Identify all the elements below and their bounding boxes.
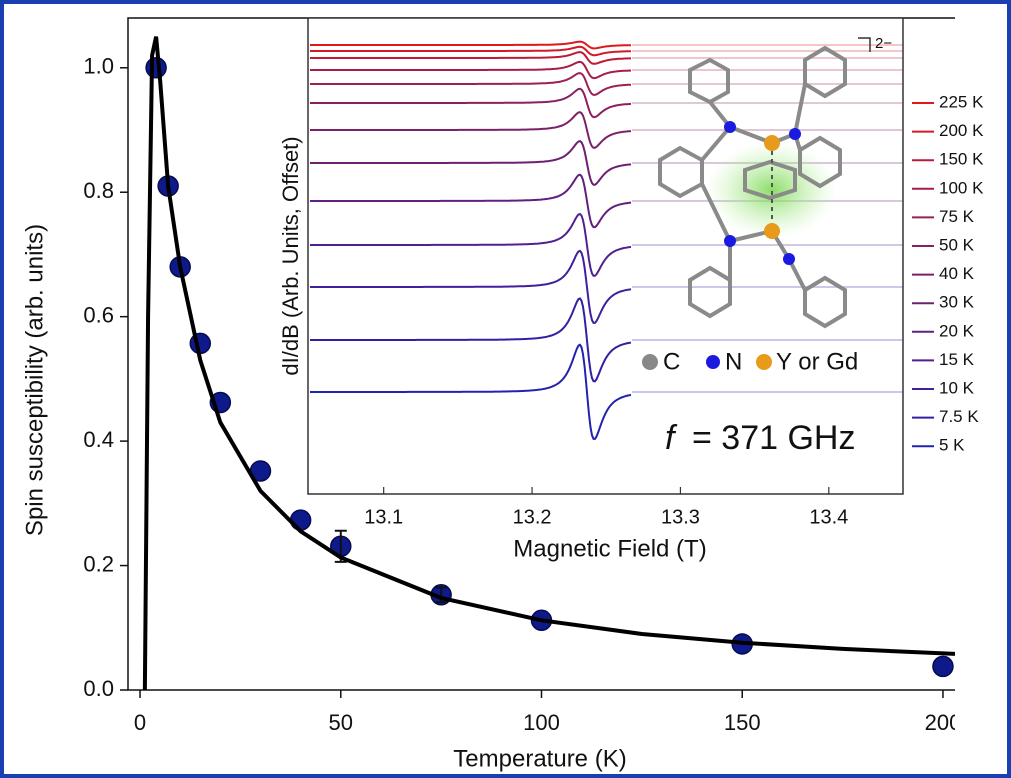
x-tick-label: 13.3	[661, 506, 700, 528]
legend-label: 40 K	[939, 264, 975, 283]
atom-label: Y or Gd	[776, 348, 858, 375]
legend-label: 10 K	[939, 378, 975, 397]
data-point	[289, 509, 312, 531]
y-tick-label: 0.2	[83, 551, 114, 576]
y-tick-label: 0.0	[83, 676, 114, 701]
annotation: = 371 GHz	[692, 419, 855, 457]
y-axis-label: dI/dB (Arb. Units, Offset)	[278, 136, 303, 375]
legend-label: 150 K	[939, 150, 984, 169]
spectrum	[310, 60, 632, 80]
spectrum	[310, 297, 632, 383]
atom-label: C	[663, 348, 680, 375]
legend-label: 15 K	[939, 350, 975, 369]
atom-label: N	[725, 348, 742, 375]
fit-line	[142, 36, 955, 691]
x-tick-label: 150	[724, 710, 761, 735]
spectrum	[310, 343, 632, 440]
inset-chart: 13.1 13.2 13.3 13.4 Magnetic Field (T) dI/dB …	[278, 17, 904, 562]
legend-label: 7.5 K	[939, 407, 979, 426]
x-tick-label: 13.4	[809, 506, 848, 528]
legend-label: 200 K	[939, 121, 984, 140]
spectrum	[310, 249, 632, 324]
x-tick-label: 100	[523, 710, 560, 735]
spectrum	[310, 72, 631, 96]
atom-n-key	[706, 355, 720, 369]
atom-y-key	[756, 354, 772, 370]
data-point	[145, 57, 167, 79]
y-tick-label: 0.4	[83, 427, 114, 452]
spectrum	[310, 212, 632, 277]
x-tick-label: 13.1	[364, 506, 403, 528]
legend-label: 20 K	[939, 321, 975, 340]
x-axis-label: Magnetic Field (T)	[513, 535, 706, 562]
y-tick-label: 1.0	[83, 54, 114, 79]
x-tick-label: 50	[329, 710, 353, 735]
spectrum	[310, 51, 631, 65]
atom-c-key	[642, 354, 658, 370]
y-tick-label: 0.6	[83, 302, 114, 327]
legend-label: 30 K	[939, 293, 975, 312]
legend-label: 75 K	[939, 207, 975, 226]
legend-label: 5 K	[939, 436, 965, 455]
spectrum	[310, 111, 632, 149]
spectrum	[310, 140, 632, 186]
spectrum	[310, 173, 632, 229]
spectrum	[310, 45, 631, 57]
data-point	[932, 655, 954, 678]
legend-label: 100 K	[939, 178, 984, 197]
y-axis-label: Spin susceptibility (arb. units)	[21, 224, 48, 536]
legend-label: 225 K	[939, 92, 984, 111]
x-tick-label: 0	[134, 710, 146, 735]
spectrum	[310, 87, 632, 119]
x-tick-label: 200	[925, 710, 962, 735]
spin-density	[707, 142, 837, 238]
spectrum	[310, 40, 631, 50]
molecule	[642, 37, 871, 370]
main-chart: 0.0 0.2 0.4 0.6 0.8 1.0 0 50 100 150 200 Temperatur…	[21, 17, 962, 772]
x-axis-label: Temperature (K)	[453, 745, 626, 772]
x-tick-label: 13.2	[513, 506, 552, 528]
y-tick-label: 0.8	[83, 178, 114, 203]
legend-label: 50 K	[939, 235, 975, 254]
charge-label: 2−	[875, 35, 892, 52]
